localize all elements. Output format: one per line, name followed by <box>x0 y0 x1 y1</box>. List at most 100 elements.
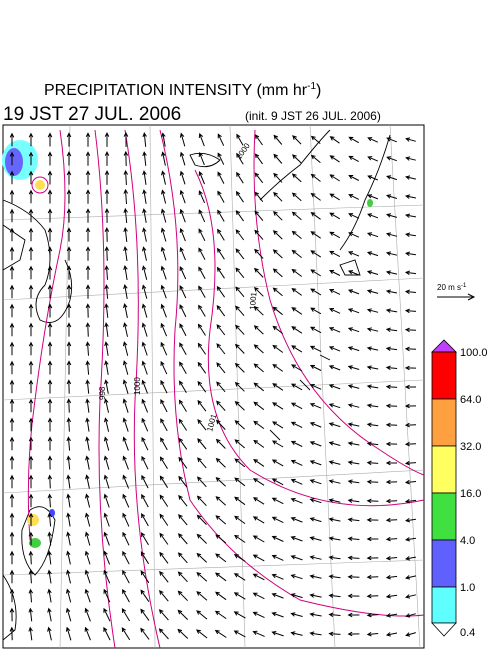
wind-arrow <box>179 151 186 166</box>
wind-arrow <box>198 285 206 298</box>
wind-arrow <box>9 455 15 470</box>
wind-arrow <box>9 151 15 166</box>
wind-arrow <box>347 631 360 637</box>
wind-arrow <box>9 512 15 527</box>
wind-arrow <box>366 251 379 257</box>
wind-arrow <box>405 232 416 237</box>
wind-arrow <box>104 207 110 223</box>
wind-arrow <box>142 151 147 166</box>
wind-arrow <box>66 303 72 318</box>
wind-arrow <box>235 229 245 241</box>
wind-arrow <box>104 131 110 147</box>
wind-arrow <box>328 593 341 599</box>
wind-arrow <box>385 384 398 390</box>
wind-arrow <box>28 531 34 546</box>
wind-arrow <box>140 627 150 640</box>
rain-area <box>5 148 23 176</box>
wind-arrow <box>347 574 360 580</box>
wind-arrow <box>347 498 360 504</box>
wind-arrow <box>404 213 416 218</box>
wind-arrow <box>66 569 71 584</box>
wind-arrow <box>158 609 169 621</box>
wind-arrow <box>309 460 322 466</box>
wind-arrow <box>290 402 303 410</box>
wind-arrow <box>385 403 398 409</box>
wind-arrow <box>290 631 303 636</box>
wind-arrow <box>328 422 341 428</box>
wind-arrow <box>142 170 147 185</box>
wind-arrow <box>215 476 226 487</box>
wind-arrow <box>198 170 205 185</box>
colorbar-cap <box>431 622 457 637</box>
wind-arrow <box>47 189 53 204</box>
wind-arrow <box>404 460 417 466</box>
wind-arrow <box>329 270 341 276</box>
wind-arrow <box>290 555 303 561</box>
wind-arrow <box>366 593 379 599</box>
wind-arrow <box>385 270 398 275</box>
wind-arrow <box>28 417 34 432</box>
wind-arrow <box>196 571 208 582</box>
wind-arrow <box>142 189 147 204</box>
wind-arrow <box>122 360 129 375</box>
wind-arrow <box>329 231 341 239</box>
wind-arrow <box>197 457 207 469</box>
wind-arrow <box>85 132 91 147</box>
wind-arrow <box>366 555 379 561</box>
wind-arrow <box>328 460 341 465</box>
wind-arrow <box>254 191 264 203</box>
wind-arrow <box>216 285 226 298</box>
wind-vectors <box>9 131 417 641</box>
wind-arrow <box>385 517 398 523</box>
wind-arrow <box>9 170 15 185</box>
wind-arrow <box>367 156 379 162</box>
wind-arrow <box>271 440 284 448</box>
wind-arrow <box>291 268 302 277</box>
wind-arrow <box>179 246 186 261</box>
colorbar-label: 100.0 <box>460 347 488 359</box>
wind-arrow <box>386 194 398 199</box>
wind-arrow <box>347 517 360 523</box>
wind-arrow <box>28 284 34 299</box>
title-main: PRECIPITATION INTENSITY (mm hr <box>44 82 308 99</box>
wind-arrow <box>329 289 341 295</box>
wind-arrow <box>179 208 186 223</box>
wind-arrow <box>328 517 341 522</box>
wind-arrow <box>104 284 109 299</box>
wind-arrow <box>252 535 265 543</box>
wind-arrow <box>405 613 416 618</box>
wind-arrow <box>404 422 417 428</box>
wind-arrow <box>178 514 188 526</box>
wind-arrow <box>47 284 53 299</box>
wind-arrow <box>235 286 245 298</box>
wind-arrow <box>273 134 283 145</box>
wind-arrow <box>404 289 417 295</box>
wind-arrow <box>66 379 72 394</box>
wind-arrow <box>177 609 189 620</box>
wind-arrow <box>252 497 265 505</box>
colorbar-cap <box>431 339 457 353</box>
wind-arrow <box>252 478 265 486</box>
wind-arrow <box>160 437 168 451</box>
wind-arrow <box>366 346 379 351</box>
wind-arrow <box>254 134 263 146</box>
wind-arrow <box>178 437 188 450</box>
wind-arrow <box>123 169 129 186</box>
wind-arrow <box>291 345 303 353</box>
wind-arrow <box>366 270 379 275</box>
wind-arrow <box>160 399 168 413</box>
wind-arrow <box>309 441 322 447</box>
wind-arrow <box>347 612 360 618</box>
wind-arrow <box>85 189 91 204</box>
wind-arrow <box>121 608 131 622</box>
wind-arrow <box>253 325 264 335</box>
wind-arrow <box>272 344 284 353</box>
wind-arrow <box>160 418 168 432</box>
wind-arrow <box>366 441 379 447</box>
wind-arrow <box>366 460 379 466</box>
wind-arrow <box>141 303 148 318</box>
wind-arrow <box>123 150 129 167</box>
graticule <box>2 124 425 649</box>
wind-arrow <box>28 246 34 261</box>
